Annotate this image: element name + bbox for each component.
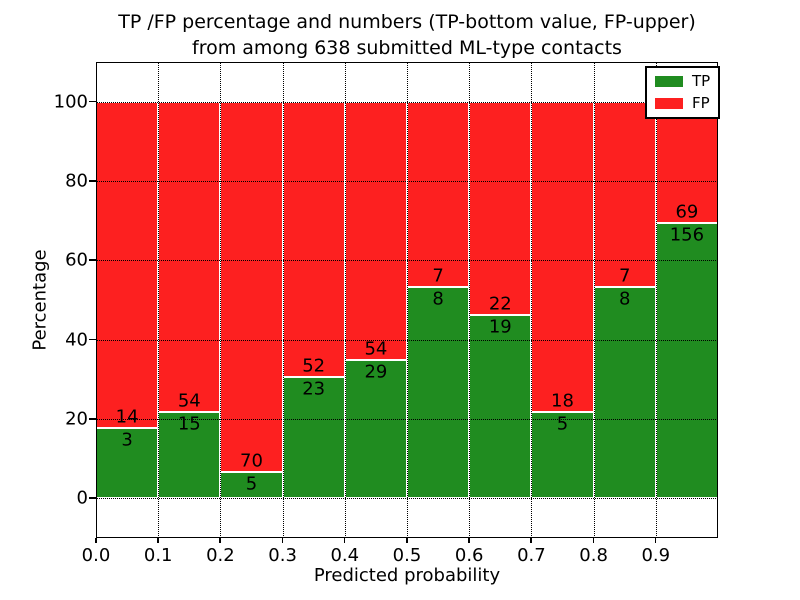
- y-tick-label: 80: [65, 170, 88, 192]
- plot-area: TP FP: [96, 62, 721, 538]
- legend-item-tp: TP: [655, 74, 710, 89]
- y-tick-label: 100: [53, 91, 88, 113]
- y-tickmark: [89, 100, 96, 103]
- bar-fp-segment: [158, 101, 221, 413]
- chart-title-line2: from among 638 submitted ML-type contact…: [192, 36, 622, 59]
- y-tickmark: [89, 418, 96, 420]
- y-tickmark: [89, 497, 96, 499]
- x-gridline: [469, 62, 471, 538]
- x-tickmark: [343, 538, 346, 543]
- x-tick-label: 0.1: [143, 545, 173, 566]
- fp-count-label: 7: [432, 265, 444, 287]
- bar-fp-segment: [344, 101, 407, 360]
- legend: TP FP: [645, 66, 721, 119]
- x-tickmark: [530, 538, 532, 543]
- x-tickmark: [468, 538, 470, 543]
- x-gridline: [531, 62, 533, 538]
- x-tick-label: 0.2: [206, 545, 235, 566]
- x-tickmark: [219, 538, 221, 543]
- chart-title: TP /FP percentage and numbers (TP-bottom…: [96, 10, 718, 61]
- x-gridline: [655, 62, 657, 538]
- bar-tp-segment: [655, 223, 718, 499]
- y-tickmark: [89, 180, 96, 182]
- bar-tp-segment: [220, 471, 283, 499]
- y-tickmark: [89, 338, 96, 341]
- bar-fp-segment: [96, 101, 159, 429]
- fp-count-label: 70: [240, 450, 263, 472]
- y-axis-label: Percentage: [29, 249, 51, 351]
- bar-tp-segment: [407, 286, 470, 499]
- tp-count-label: 19: [488, 316, 512, 337]
- bar-fp-segment: [593, 101, 656, 287]
- bar-tp-segment: [593, 286, 656, 499]
- x-tickmark: [592, 538, 595, 543]
- fp-count-label: 7: [618, 265, 631, 287]
- x-tick-label: 0.7: [517, 545, 546, 566]
- fp-count-label: 69: [675, 201, 699, 223]
- fp-count-label: 54: [177, 390, 201, 412]
- bar-fp-segment: [220, 101, 283, 472]
- tp-count-label: 8: [432, 288, 444, 310]
- bar-tp-segment: [158, 412, 221, 499]
- y-tick-label: 0: [76, 487, 88, 509]
- x-tick-label: 0.3: [268, 545, 297, 566]
- x-tickmark: [95, 538, 97, 543]
- tp-color-swatch: [655, 76, 683, 87]
- tp-count-label: 8: [618, 288, 631, 310]
- legend-label-fp: FP: [692, 94, 710, 112]
- x-gridline: [158, 62, 160, 538]
- x-gridline: [407, 62, 408, 538]
- x-axis-label: Predicted probability: [313, 565, 501, 586]
- tp-count-label: 3: [121, 429, 133, 451]
- tp-count-label: 23: [302, 378, 326, 400]
- chart-title-line1: TP /FP percentage and numbers (TP-bottom…: [118, 11, 696, 33]
- bar-tp-segment: [469, 314, 532, 499]
- x-gridline: [282, 62, 284, 538]
- y-tick-label: 60: [65, 249, 88, 271]
- y-tick-label: 20: [65, 408, 88, 430]
- fp-count-label: 54: [364, 338, 388, 360]
- x-tickmark: [281, 538, 284, 543]
- x-tickmark: [654, 538, 657, 543]
- y-tickmark: [89, 259, 96, 261]
- x-tick-label: 0.8: [579, 545, 608, 566]
- x-gridline: [593, 62, 595, 538]
- bar-tp-segment: [282, 376, 345, 499]
- bar-fp-segment: [407, 101, 470, 287]
- fp-count-label: 14: [115, 406, 139, 428]
- x-tick-label: 0.9: [641, 545, 671, 566]
- fp-count-label: 18: [551, 390, 574, 412]
- tp-count-label: 29: [364, 361, 388, 383]
- fp-count-label: 22: [488, 293, 512, 314]
- x-gridline: [96, 62, 97, 538]
- x-gridline: [344, 62, 346, 538]
- tp-count-label: 156: [669, 224, 705, 246]
- x-tickmark: [406, 538, 408, 543]
- bar-fp-segment: [469, 101, 532, 315]
- x-tick-label: 0.0: [81, 545, 111, 566]
- fp-color-swatch: [655, 98, 683, 109]
- x-tickmark: [157, 538, 159, 543]
- y-tick-label: 40: [65, 329, 88, 351]
- bar-fp-segment: [282, 101, 345, 377]
- tp-count-label: 5: [245, 473, 258, 495]
- legend-item-fp: FP: [655, 96, 710, 111]
- x-tick-label: 0.4: [330, 545, 360, 566]
- legend-label-tp: TP: [692, 72, 711, 90]
- bar-fp-segment: [531, 101, 594, 413]
- tp-count-label: 5: [556, 413, 569, 435]
- x-tick-label: 0.6: [454, 545, 484, 566]
- tp-count-label: 15: [177, 413, 201, 435]
- fp-count-label: 52: [302, 355, 326, 377]
- x-tick-label: 0.5: [392, 545, 422, 566]
- x-gridline: [220, 62, 222, 538]
- bar-tp-segment: [344, 359, 407, 499]
